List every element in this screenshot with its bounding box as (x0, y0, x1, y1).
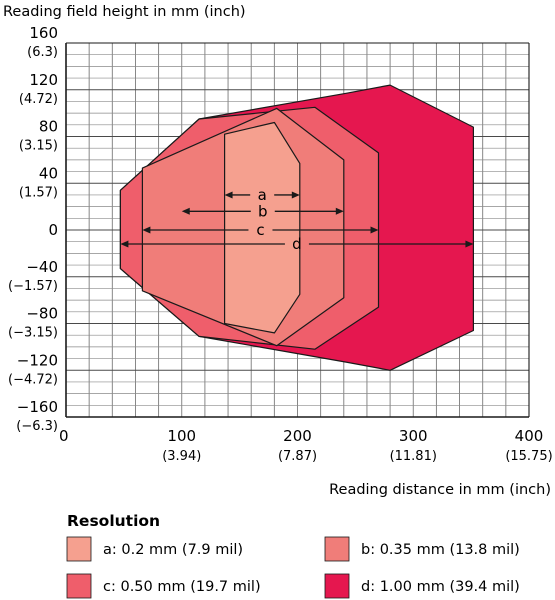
y-tick-label: −160 (17, 398, 58, 416)
y-tick-sublabel: (−4.72) (8, 372, 58, 387)
dimension-label-a: a (258, 186, 267, 204)
y-tick-label: 160 (29, 24, 58, 42)
y-axis-title: Reading field height in mm (inch) (3, 4, 246, 20)
y-tick-label: 80 (39, 118, 58, 136)
legend-swatch (324, 573, 350, 599)
axes (65, 42, 530, 418)
legend-swatch (324, 536, 350, 562)
legend-label: a: 0.2 mm (7.9 mil) (103, 542, 243, 558)
x-tick-label: 300 (399, 427, 428, 445)
x-tick-label: 200 (283, 427, 312, 445)
legend-swatch (66, 536, 92, 562)
dimension-lines: d cba (120, 186, 474, 253)
legend-label: c: 0.50 mm (19.7 mil) (103, 579, 261, 595)
y-tick-sublabel: (6.3) (27, 45, 58, 60)
y-tick-sublabel: (4.72) (19, 92, 58, 107)
y-tick-label: −40 (26, 258, 58, 276)
y-tick-label: −80 (26, 305, 58, 323)
arrow-d (465, 240, 474, 248)
y-tick-label: 120 (29, 71, 58, 89)
field-a (224, 121, 301, 334)
x-tick-sublabel: (7.87) (278, 449, 317, 464)
x-tick-label: 100 (167, 427, 196, 445)
legend-label: b: 0.35 mm (13.8 mil) (361, 542, 520, 558)
y-tick-label: 0 (48, 221, 58, 239)
x-tick-sublabel: (3.94) (162, 449, 201, 464)
legend-swatch (66, 573, 92, 599)
dimension-label-d: d (292, 235, 302, 253)
arrow-b (181, 207, 190, 215)
arrow-c (142, 226, 151, 234)
reading-fields (119, 84, 474, 371)
y-tick-label: −120 (17, 351, 58, 369)
x-axis-title: Reading distance in mm (inch) (329, 482, 551, 498)
y-tick-label: 40 (39, 164, 58, 182)
x-tick-sublabel: (15.75) (505, 449, 552, 464)
arrow-c (370, 226, 379, 234)
arrow-d (120, 240, 129, 248)
y-tick-sublabel: (−3.15) (8, 326, 58, 341)
y-tick-sublabel: (−6.3) (16, 419, 58, 434)
tick-labels: 160 (6.3) 120 (4.72) 80 (3.15) 40 (1.57) 0 −40 (−1… (8, 24, 553, 464)
y-tick-sublabel: (3.15) (19, 139, 58, 154)
dimension-label-b: b (258, 202, 268, 220)
arrow-b (335, 207, 344, 215)
y-tick-sublabel: (1.57) (19, 185, 58, 200)
x-tick-label: 0 (59, 427, 69, 445)
x-tick-sublabel: (11.81) (390, 449, 437, 464)
y-tick-sublabel: (−1.57) (8, 279, 58, 294)
legend-label: d: 1.00 mm (39.4 mil) (361, 579, 520, 595)
arrow-a (224, 191, 233, 199)
x-tick-label: 400 (515, 427, 544, 445)
dimension-label-c: c (256, 221, 264, 239)
legend: Resolution a: 0.2 mm (7.9 mil) b: 0.35 mm… (66, 512, 520, 599)
legend-title: Resolution (67, 512, 160, 530)
arrow-a (291, 191, 300, 199)
